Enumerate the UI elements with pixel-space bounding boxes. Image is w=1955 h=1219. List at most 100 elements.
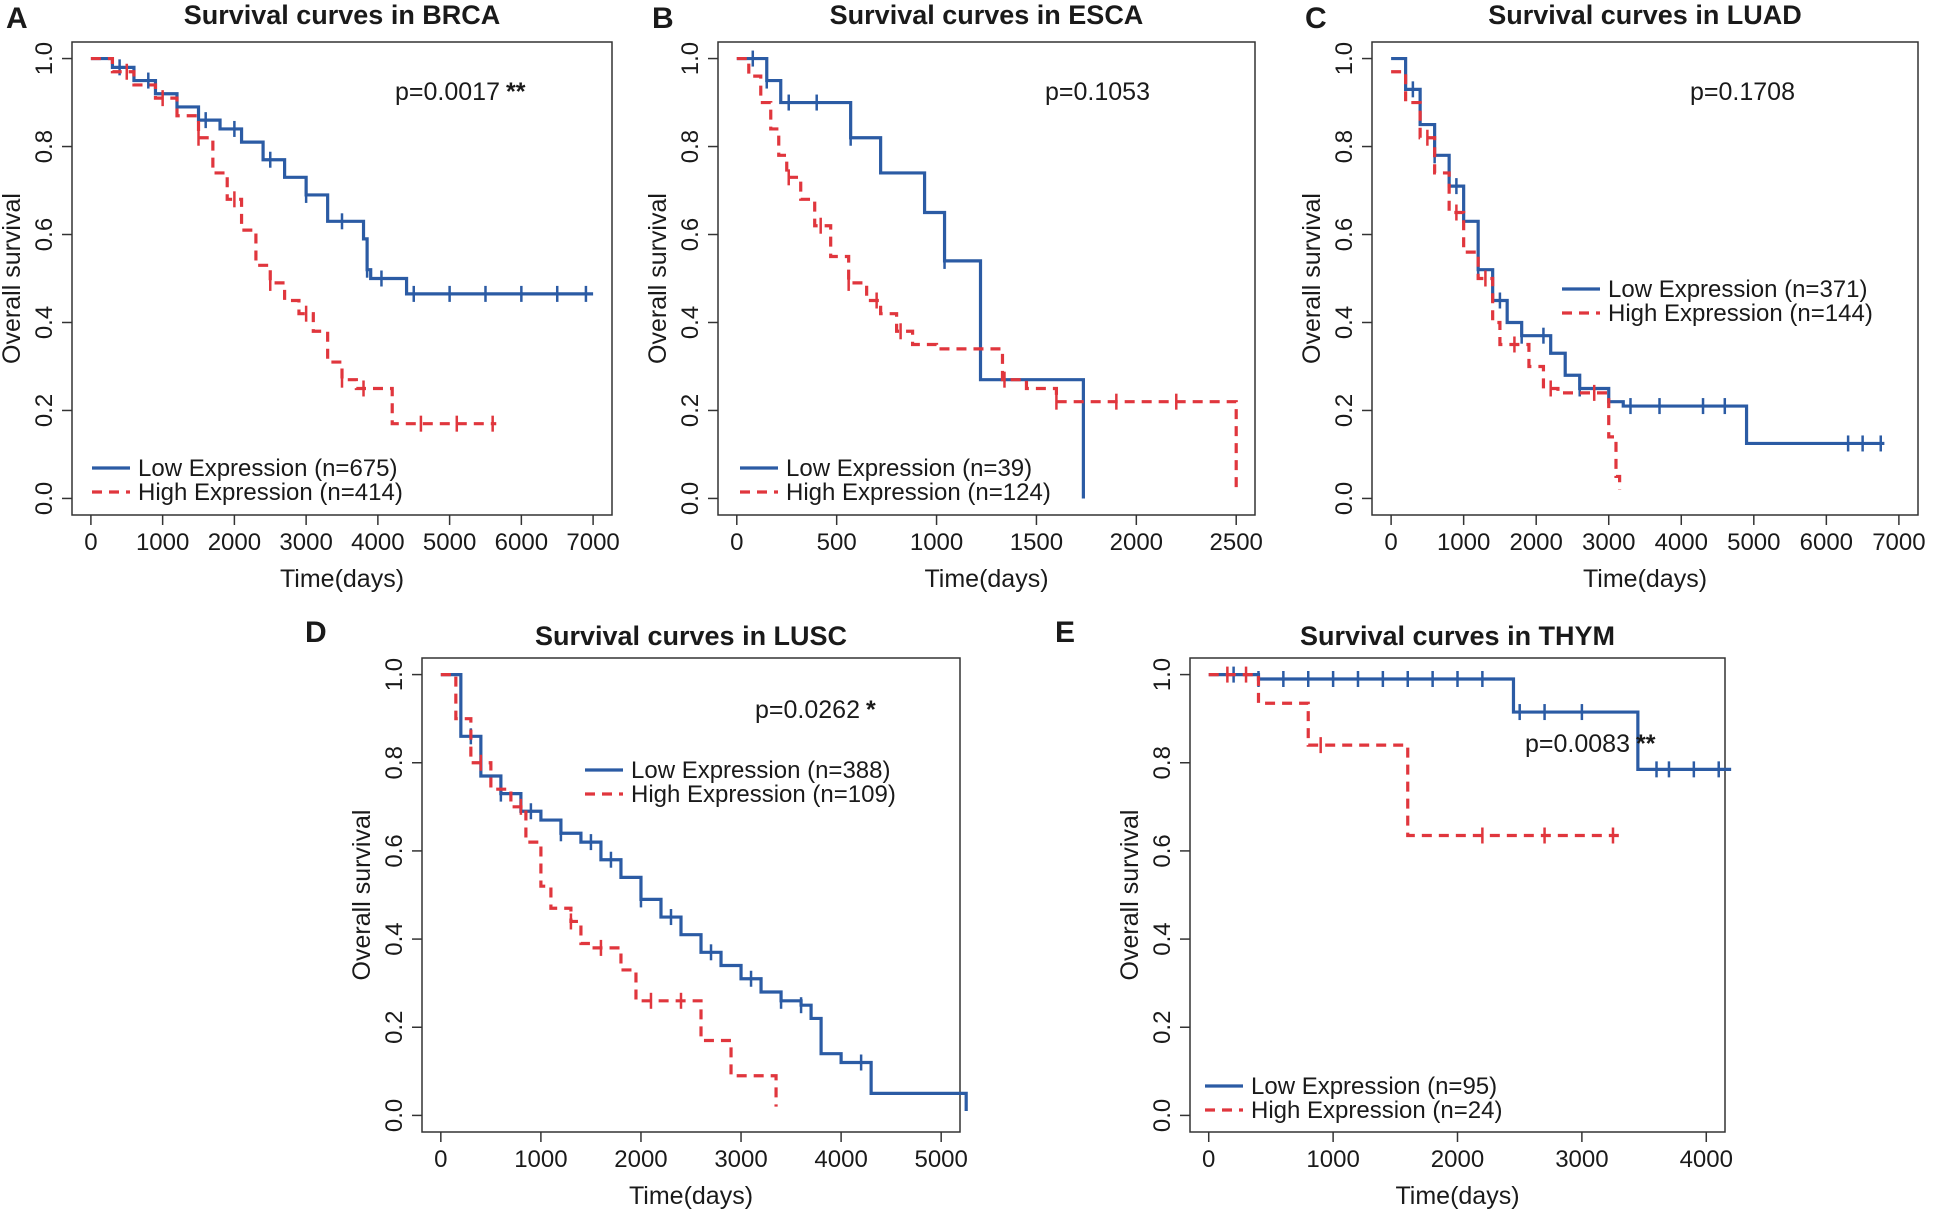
x-tick-label: 3000: [1555, 1146, 1608, 1173]
y-tick-label: 0.2: [1331, 394, 1358, 427]
y-axis-label: Overall survival: [644, 193, 672, 364]
survival-curve-low: [736, 56, 1085, 499]
plot-frame: [421, 657, 961, 1133]
x-tick-label: 2000: [614, 1146, 667, 1173]
y-tick-label: 1.0: [1149, 658, 1176, 691]
y-tick-label: 1.0: [31, 42, 58, 75]
x-tick-label: 0: [434, 1146, 447, 1173]
chart-title: Survival curves in THYM: [1300, 621, 1615, 651]
panel-c: C Survival curves in LUAD 0 1000 2000 3000 400…: [1298, 0, 1926, 593]
significance-stars: *: [866, 696, 876, 724]
legend-entry-low: Low Expression (n=675): [138, 455, 397, 482]
panel-d: D Survival curves in LUSC 0 1000 2000 3000 400…: [305, 616, 968, 1210]
legend-entry-high: High Expression (n=144): [1608, 300, 1873, 327]
panel-letter: E: [1055, 616, 1075, 649]
y-tick-label: 0.8: [677, 130, 704, 163]
x-tick-label: 1000: [136, 529, 189, 556]
y-tick-label: 0.0: [381, 1099, 408, 1132]
survival-curve-high: [1391, 70, 1622, 490]
y-axis-label: Overall survival: [1298, 193, 1326, 364]
p-value: p=0.1708: [1690, 78, 1795, 106]
p-value-text: p=0.0262: [755, 696, 860, 724]
chart-title: Survival curves in ESCA: [830, 0, 1144, 30]
survival-curve-low: [1391, 56, 1885, 446]
x-tick-label: 4000: [814, 1146, 867, 1173]
y-tick-label: 0.6: [381, 834, 408, 867]
x-axis-label: Time(days): [1395, 1182, 1519, 1210]
x-tick-label: 1500: [1010, 529, 1063, 556]
x-tick-label: 0: [1202, 1146, 1215, 1173]
x-tick-label: 1000: [514, 1146, 567, 1173]
y-tick-label: 0.8: [1149, 746, 1176, 779]
x-axis-label: Time(days): [924, 565, 1048, 593]
x-tick-label: 6000: [495, 529, 548, 556]
p-value-text: p=0.1708: [1690, 78, 1795, 106]
x-tick-label: 5000: [914, 1146, 967, 1173]
panel-a: A Survival curves in BRCA 0 1000 2000 3000 400…: [0, 0, 620, 593]
plot-frame: [1371, 41, 1919, 516]
y-tick-label: 0.8: [381, 746, 408, 779]
x-tick-label: 500: [817, 529, 857, 556]
panel-letter: A: [6, 2, 28, 35]
legend-entry-high: High Expression (n=24): [1251, 1097, 1502, 1124]
y-tick-label: 0.0: [1149, 1099, 1176, 1132]
y-axis-label: Overall survival: [0, 193, 26, 364]
x-tick-label: 3000: [714, 1146, 767, 1173]
x-tick-label: 2000: [208, 529, 261, 556]
survival-curve-low: [1208, 672, 1732, 771]
legend-entry-high: High Expression (n=414): [138, 479, 403, 506]
y-tick-label: 1.0: [677, 42, 704, 75]
x-tick-label: 7000: [1872, 529, 1925, 556]
x-tick-label: 0: [730, 529, 743, 556]
x-tick-label: 1000: [1437, 529, 1490, 556]
panel-b: B Survival curves in ESCA 0 500 1000 1500 2000…: [644, 0, 1263, 593]
p-value: p=0.0083 **: [1525, 730, 1656, 758]
x-tick-label: 2500: [1210, 529, 1263, 556]
x-tick-label: 3000: [1582, 529, 1635, 556]
legend-entry-low: Low Expression (n=388): [631, 757, 890, 784]
legend-entry-high: High Expression (n=124): [786, 479, 1051, 506]
significance-stars: **: [506, 78, 526, 106]
x-tick-label: 1000: [910, 529, 963, 556]
y-tick-label: 0.4: [1149, 922, 1176, 955]
x-axis-label: Time(days): [280, 565, 404, 593]
panel-letter: B: [652, 2, 674, 35]
x-tick-label: 7000: [566, 529, 619, 556]
y-tick-label: 0.6: [677, 218, 704, 251]
survival-curve-low: [440, 672, 968, 1111]
y-axis-label: Overall survival: [1116, 810, 1144, 981]
chart-title: Survival curves in LUAD: [1488, 0, 1802, 30]
y-tick-label: 0.6: [1149, 834, 1176, 867]
p-value-text: p=0.1053: [1045, 78, 1150, 106]
y-tick-label: 0.0: [31, 482, 58, 515]
y-tick-label: 1.0: [1331, 42, 1358, 75]
x-tick-label: 4000: [1655, 529, 1708, 556]
panel-letter: D: [305, 616, 327, 649]
p-value: p=0.1053: [1045, 78, 1150, 106]
p-value: p=0.0017 **: [395, 78, 526, 106]
x-tick-label: 6000: [1800, 529, 1853, 556]
y-tick-label: 0.4: [1331, 306, 1358, 339]
x-tick-label: 4000: [1680, 1146, 1733, 1173]
x-tick-label: 1000: [1306, 1146, 1359, 1173]
legend-entry-low: Low Expression (n=95): [1251, 1073, 1497, 1100]
y-tick-label: 0.8: [1331, 130, 1358, 163]
y-tick-label: 1.0: [381, 658, 408, 691]
x-tick-label: 2000: [1431, 1146, 1484, 1173]
survival-curve-high: [440, 672, 778, 1107]
chart-title: Survival curves in BRCA: [184, 0, 501, 30]
x-tick-label: 2000: [1509, 529, 1562, 556]
x-tick-label: 0: [84, 529, 97, 556]
y-tick-label: 0.0: [677, 482, 704, 515]
x-tick-label: 2000: [1110, 529, 1163, 556]
x-tick-label: 4000: [351, 529, 404, 556]
y-tick-label: 0.6: [1331, 218, 1358, 251]
x-tick-label: 3000: [279, 529, 332, 556]
y-tick-label: 0.0: [1331, 482, 1358, 515]
survival-curve-high: [736, 56, 1238, 495]
chart-title: Survival curves in LUSC: [535, 621, 847, 651]
y-tick-label: 0.2: [31, 394, 58, 427]
p-value-text: p=0.0017: [395, 78, 500, 106]
y-tick-label: 0.2: [677, 394, 704, 427]
